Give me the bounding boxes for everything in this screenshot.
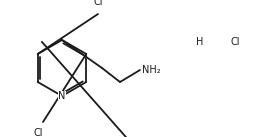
Text: Cl: Cl <box>93 0 103 7</box>
Text: Cl: Cl <box>33 128 43 137</box>
Text: H: H <box>196 37 204 47</box>
Text: Cl: Cl <box>231 37 240 47</box>
Text: NH₂: NH₂ <box>142 65 161 75</box>
Text: N: N <box>58 91 66 101</box>
